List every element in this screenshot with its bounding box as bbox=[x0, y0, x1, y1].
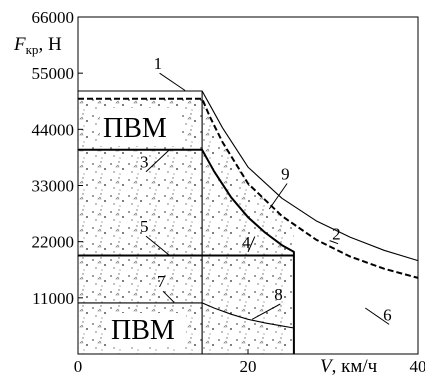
callout-label-8: 8 bbox=[274, 285, 283, 304]
hatched-regions bbox=[78, 98, 294, 354]
region-label-upper: ПВМ bbox=[103, 113, 167, 144]
y-axis-title-sub: кр bbox=[26, 42, 39, 57]
region-label-lower-bg bbox=[108, 313, 186, 347]
callout-label-9: 9 bbox=[281, 165, 290, 184]
series-line-1 bbox=[78, 90, 419, 262]
y-tick-label: 11000 bbox=[32, 289, 74, 308]
region-label-lower: ПВМ bbox=[111, 315, 175, 346]
callout-leader-8 bbox=[251, 303, 281, 320]
callout-leader-7 bbox=[162, 290, 175, 303]
callout-label-5: 5 bbox=[140, 217, 149, 236]
series bbox=[78, 90, 419, 354]
callout-leader-3 bbox=[145, 149, 170, 173]
y-axis-title-main: F bbox=[13, 34, 26, 55]
callout-label-3: 3 bbox=[140, 153, 149, 172]
callout-label-1: 1 bbox=[154, 54, 163, 73]
callout-label-4: 4 bbox=[242, 233, 251, 252]
series-line-dashed bbox=[78, 97, 419, 279]
y-tick-label: 55000 bbox=[32, 64, 75, 83]
axis-titles: Fкр, Н V, км/ч bbox=[13, 34, 378, 376]
series-line-7 bbox=[78, 302, 294, 329]
x-axis-title: V, км/ч bbox=[320, 356, 378, 376]
callout-leader-4 bbox=[247, 236, 256, 253]
region-labels: ПВМ ПВМ bbox=[100, 108, 186, 347]
series-line-3 bbox=[78, 148, 295, 354]
hatched-region-1 bbox=[78, 98, 203, 354]
callout-label-7: 7 bbox=[157, 272, 166, 291]
hatched-region-2 bbox=[202, 98, 294, 354]
y-tick-label: 66000 bbox=[32, 8, 75, 27]
callout-leader-1 bbox=[159, 72, 186, 91]
y-tick-label: 33000 bbox=[32, 177, 75, 196]
x-tick-label: 0 bbox=[74, 357, 83, 376]
callout-leader-9 bbox=[268, 183, 288, 210]
y-axis-title-unit: , Н bbox=[38, 34, 62, 55]
callout-label-2: 2 bbox=[332, 225, 341, 244]
callout-leader-5 bbox=[145, 235, 170, 256]
region-label-upper-bg bbox=[100, 108, 178, 146]
x-axis-title-unit: , км/ч bbox=[332, 356, 378, 376]
callout-leader-6 bbox=[365, 307, 390, 325]
callout-label-6: 6 bbox=[383, 305, 392, 324]
callouts: 1 2 3 4 5 6 7 8 9 bbox=[140, 54, 392, 325]
x-tick-label: 40 bbox=[410, 357, 425, 376]
x-tick-label: 20 bbox=[240, 357, 257, 376]
y-axis-title: Fкр, Н bbox=[13, 34, 62, 57]
y-tick-label: 22000 bbox=[32, 233, 75, 252]
tick-labels: 11000 22000 33000 44000 55000 66000 0 20 40 bbox=[32, 8, 425, 376]
callout-leader-2 bbox=[329, 240, 339, 245]
y-tick-label: 44000 bbox=[32, 120, 75, 139]
x-axis-title-main: V bbox=[320, 356, 334, 376]
